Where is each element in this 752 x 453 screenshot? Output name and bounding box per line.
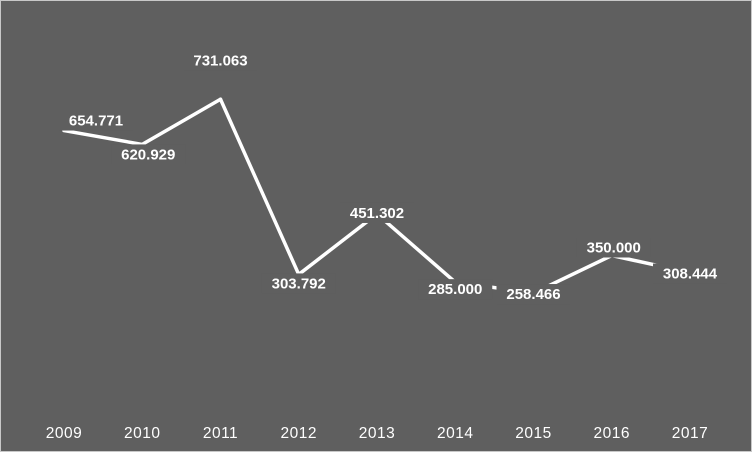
x-tick-label-2009: 2009 <box>46 425 82 442</box>
data-label-bg-2010 <box>111 144 186 165</box>
data-labels: 654.771 620.929 731.063 303.792 451.302 285.0… <box>59 50 727 305</box>
x-tick-label-2016: 2016 <box>594 425 630 442</box>
data-label-2016: 350.000 <box>587 240 641 257</box>
data-label-bg-2017 <box>653 263 727 284</box>
data-label-2010: 620.929 <box>121 146 175 163</box>
x-tick-label-2010: 2010 <box>124 425 160 442</box>
x-axis-tick-labels: 2009 2010 2011 2012 2013 2014 2015 2016 2017 <box>46 425 708 442</box>
x-tick-label-2014: 2014 <box>437 425 473 442</box>
data-label-bg-2013 <box>340 202 414 223</box>
line-segment-2012-2013 <box>297 212 379 277</box>
line-segment-2011-2012 <box>218 97 301 277</box>
x-tick-label-2011: 2011 <box>203 425 238 442</box>
x-tick-label-2013: 2013 <box>359 425 395 442</box>
data-label-2017: 308.444 <box>663 266 718 283</box>
data-label-bg-2012 <box>261 273 336 294</box>
x-tick-label-2012: 2012 <box>281 425 317 442</box>
data-label-bg-2011 <box>183 50 258 71</box>
x-tick-label-2015: 2015 <box>515 425 551 442</box>
data-label-bg-2009 <box>59 110 133 131</box>
data-label-bg-2014 <box>418 279 493 300</box>
drop-lines <box>63 99 691 401</box>
data-label-2009: 654.771 <box>69 113 123 130</box>
line-segment-2013-2014 <box>375 212 457 284</box>
line-segment-2010-2011 <box>140 97 223 147</box>
data-label-2014: 285.000 <box>428 281 482 298</box>
data-label-bg-2016 <box>576 237 651 258</box>
data-label-2013: 451.302 <box>350 205 404 222</box>
x-tick-label-2017: 2017 <box>672 425 708 442</box>
data-label-2012: 303.792 <box>272 275 326 292</box>
line-segment-2009-2010 <box>62 128 144 147</box>
data-label-2015: 258.466 <box>506 286 560 303</box>
series-line <box>62 97 692 295</box>
data-label-2011: 731.063 <box>193 52 247 69</box>
data-label-bg-2015 <box>496 284 571 305</box>
